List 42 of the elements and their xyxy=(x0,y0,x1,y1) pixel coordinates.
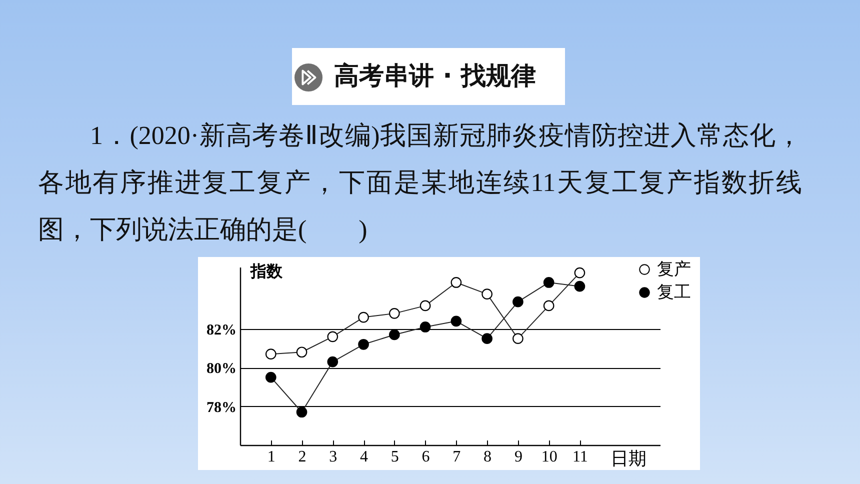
x-tick-label: 9 xyxy=(514,448,522,466)
point xyxy=(482,333,492,344)
point xyxy=(420,322,431,332)
x-tick-label: 11 xyxy=(572,448,588,466)
point xyxy=(358,312,369,323)
point xyxy=(512,296,524,308)
point xyxy=(296,406,308,418)
x-tick-label: 3 xyxy=(329,448,338,466)
point xyxy=(420,300,431,312)
x-tick-label: 6 xyxy=(422,448,430,466)
y-tick-label: 78% xyxy=(206,400,236,416)
x-tick-label: 8 xyxy=(484,448,492,466)
y-tick-label: 80% xyxy=(206,361,236,378)
point xyxy=(574,267,586,278)
chart-subtitle: 1．(2020·新高考卷Ⅱ改编)我国新冠肺炎疫情防控进入常态化，各地有序推进复工复产，下面是某地连续11天复工复产指数折线图，下列说法正确的是( ) xyxy=(38,120,802,246)
point xyxy=(482,288,492,300)
x-tick-label: 1 xyxy=(267,448,276,466)
point xyxy=(265,372,276,383)
point xyxy=(358,338,369,350)
point xyxy=(265,348,276,360)
point xyxy=(450,316,462,327)
x-tick-label: 5 xyxy=(390,448,399,466)
point xyxy=(574,280,586,292)
legend-label: 复产 xyxy=(657,260,691,278)
x-tick-label: 4 xyxy=(360,448,368,466)
y-tick-label: 82% xyxy=(206,322,236,338)
point xyxy=(512,333,524,344)
x-tick-label: 7 xyxy=(452,448,461,466)
legend-label: 复工 xyxy=(657,282,691,302)
point xyxy=(388,308,400,319)
point xyxy=(327,331,338,342)
y-axis-title: 指数 xyxy=(250,262,284,280)
point xyxy=(543,300,554,312)
point xyxy=(388,329,400,340)
x-tick-label: 10 xyxy=(541,448,558,466)
x-tick-label: 2 xyxy=(298,448,306,466)
chart-title: 高考串讲 · 找规律 xyxy=(334,61,536,91)
x-axis-title: 日期 xyxy=(610,448,646,468)
point xyxy=(327,356,338,368)
point xyxy=(543,277,554,288)
point xyxy=(450,277,462,288)
point xyxy=(296,346,308,358)
